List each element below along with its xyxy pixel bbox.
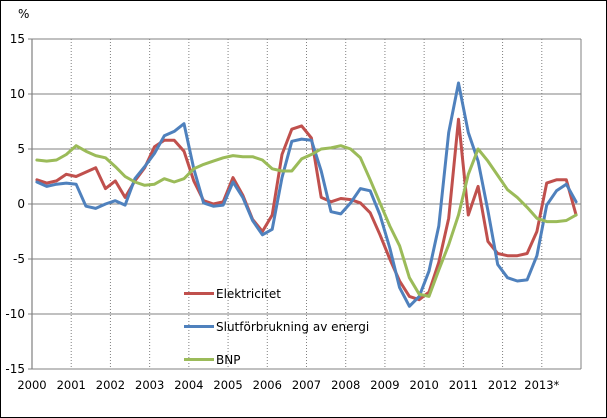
x-tick-label: 2006 (253, 378, 282, 392)
x-tick-label: 2011 (449, 378, 478, 392)
x-tick-label: 2010 (410, 378, 439, 392)
series-line-bnp (35, 144, 578, 298)
x-tick-label: 2001 (57, 378, 86, 392)
y-axis-unit-label: % (18, 7, 30, 21)
legend: Elektricitet Slutförbrukning av energi B… (184, 277, 369, 376)
legend-label-bnp: BNP (216, 352, 241, 367)
x-tick-label: 2013* (524, 378, 559, 392)
legend-label-elektricitet: Elektricitet (216, 286, 281, 301)
x-tick-label: 2007 (292, 378, 321, 392)
legend-swatch-bnp (184, 358, 214, 361)
y-tick-label: -15 (5, 362, 25, 376)
x-tick-label: 2004 (174, 378, 203, 392)
legend-item-slutforbrukning: Slutförbrukning av energi (184, 310, 369, 343)
y-tick-label: 0 (17, 197, 25, 211)
x-tick-label: 2005 (213, 378, 242, 392)
x-tick-label: 2000 (17, 378, 46, 392)
series-line-elektricitet (35, 117, 578, 302)
y-tick-label: 15 (10, 32, 25, 46)
y-tick-label: 10 (10, 87, 25, 101)
legend-label-slutforbrukning: Slutförbrukning av energi (216, 319, 370, 334)
x-tick-label: 2012 (488, 378, 517, 392)
series-line-slutforbrukning (35, 81, 578, 308)
x-tick-label: 2002 (96, 378, 125, 392)
legend-item-elektricitet: Elektricitet (184, 277, 369, 310)
legend-item-bnp: BNP (184, 343, 369, 376)
legend-swatch-slutforbrukning (184, 325, 214, 328)
y-tick-label: -5 (13, 252, 25, 266)
y-tick-label: 5 (17, 142, 25, 156)
x-tick-label: 2009 (370, 378, 399, 392)
x-tick-label: 2003 (135, 378, 164, 392)
x-tick-label: 2008 (331, 378, 360, 392)
y-tick-label: -10 (5, 307, 25, 321)
legend-swatch-elektricitet (184, 292, 214, 295)
